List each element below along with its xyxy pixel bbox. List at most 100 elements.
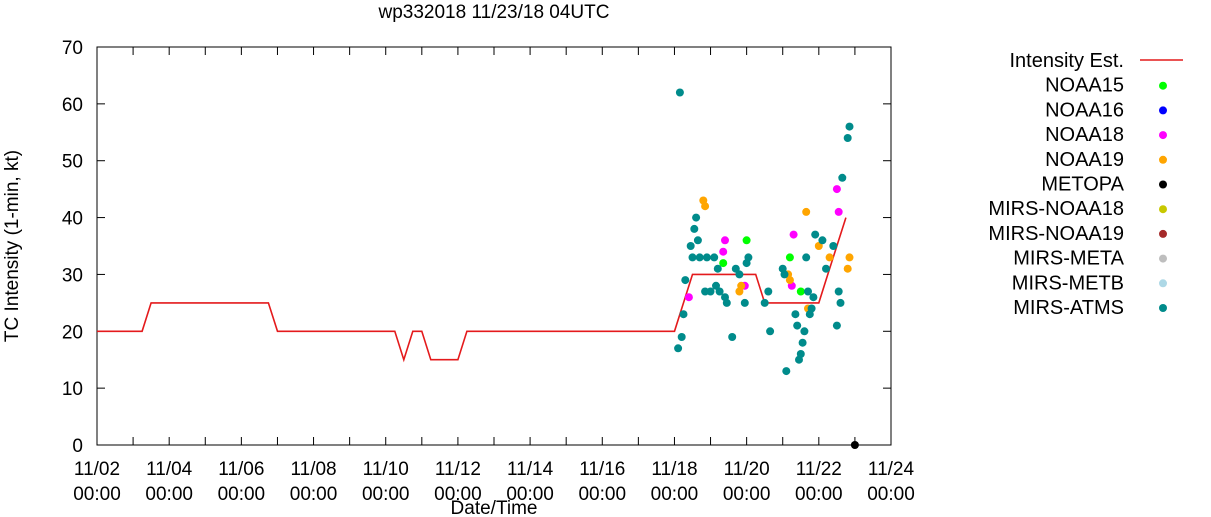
point-mirs-atms [692,213,701,222]
x-tick-time-label: 00:00 [578,484,626,505]
point-noaa19 [701,202,710,211]
y-tick-label: 70 [62,38,83,59]
y-tick-label: 50 [62,152,83,173]
legend-label-noaa15: NOAA15 [1045,75,1124,97]
y-tick-label: 40 [62,209,83,230]
point-mirs-atms [735,270,744,279]
point-mirs-atms [811,230,820,239]
point-noaa18 [832,185,841,194]
legend-swatch-metopa [1159,180,1167,189]
point-mirs-atms [744,253,753,262]
x-tick-date-label: 11/20 [724,459,770,480]
point-mirs-atms [782,367,791,376]
x-tick-time-label: 00:00 [795,484,843,505]
point-mirs-atms [796,350,805,358]
point-noaa18 [719,247,728,256]
point-noaa19 [825,253,834,262]
chart-title: wp332018 11/23/18 04UTC [378,2,610,23]
legend-swatch-mirs-atms [1159,304,1167,312]
x-tick-date-label: 11/02 [74,459,120,480]
legend-swatch-noaa19 [1159,155,1167,164]
point-mirs-atms [706,287,715,296]
legend-swatch-noaa15 [1159,81,1167,90]
plot-frame [96,46,892,446]
point-mirs-atms [809,293,818,302]
point-mirs-atms [800,327,809,336]
legend-swatch-mirs-noaa18 [1159,205,1167,214]
point-mirs-atms [807,304,816,313]
legend-label-mirs-metb: MIRS-METB [1012,272,1124,294]
point-noaa18 [684,293,693,302]
point-mirs-atms [728,333,737,341]
point-mirs-atms [675,88,684,97]
x-tick-date-label: 11/16 [579,459,625,480]
point-mirs-atms [804,287,812,296]
x-tick-time-label: 00:00 [651,484,699,505]
point-mirs-atms [710,253,719,262]
x-tick-time-label: 00:00 [145,484,193,505]
point-mirs-atms [822,264,830,273]
point-mirs-atms [695,253,704,262]
point-mirs-atms [836,298,845,307]
x-tick-time-label: 00:00 [867,484,915,505]
point-mirs-atms [829,242,838,250]
x-tick-time-label: 00:00 [506,484,554,505]
points-layer [674,88,859,449]
point-mirs-atms [688,253,697,262]
point-mirs-atms [681,276,690,285]
y-tick-label: 30 [62,265,83,286]
point-noaa15 [719,259,728,268]
x-tick-time-label: 00:00 [218,484,266,505]
ticks-layer: 0 10 20 30 40 50 60 70 11/02 00:00 11/04 00:00 11/06… [62,38,915,505]
x-tick-date-label: 11/22 [796,459,842,480]
legend-label-metopa: METOPA [1041,174,1124,196]
y-tick-label: 20 [62,322,83,343]
point-mirs-atms [793,321,802,330]
legend-label-mirs-atms: MIRS-ATMS [1013,297,1124,319]
point-mirs-atms [780,270,789,279]
legend-swatch-mirs-meta [1159,254,1167,263]
point-mirs-atms [791,310,800,319]
point-mirs-atms [834,287,843,296]
point-noaa19 [785,276,794,285]
legend-label-noaa19: NOAA19 [1045,149,1124,171]
legend-swatch-noaa16 [1159,106,1167,115]
point-noaa19 [802,207,811,216]
point-mirs-atms [677,333,686,341]
point-mirs-atms [713,264,722,273]
x-tick-time-label: 00:00 [290,484,338,505]
point-mirs-atms [843,134,852,142]
x-tick-time-label: 00:00 [73,484,121,505]
point-mirs-atms [740,298,749,307]
point-mirs-atms [712,281,720,290]
point-noaa18 [834,207,843,216]
x-axis-label: Date/Time [451,498,538,517]
point-mirs-atms [766,327,775,336]
point-mirs-atms [674,344,683,353]
point-mirs-atms [693,236,702,245]
legend-label-mirs-meta: MIRS-META [1013,248,1124,270]
x-tick-date-label: 11/12 [435,459,481,480]
point-mirs-atms [702,253,711,262]
legend-swatch-noaa18 [1159,131,1167,140]
point-mirs-atms [838,173,847,182]
point-mirs-atms [832,321,841,330]
point-mirs-atms [722,298,731,307]
point-mirs-atms [715,287,724,296]
point-mirs-atms [686,242,695,250]
point-mirs-atms [679,310,688,319]
legend-label-noaa18: NOAA18 [1045,124,1124,146]
point-noaa19 [737,281,746,290]
legend-label-mirs-noaa19: MIRS-NOAA19 [988,223,1124,245]
legend-label-noaa16: NOAA16 [1045,99,1124,121]
x-tick-date-label: 11/24 [868,459,915,480]
point-mirs-atms [731,264,740,273]
legend-label-intensity-est-: Intensity Est. [1010,50,1125,72]
x-tick-time-label: 00:00 [723,484,771,505]
point-mirs-atms [818,236,827,245]
legend-swatch-mirs-metb [1159,279,1167,288]
point-mirs-atms [845,122,854,131]
point-noaa18 [721,236,729,245]
